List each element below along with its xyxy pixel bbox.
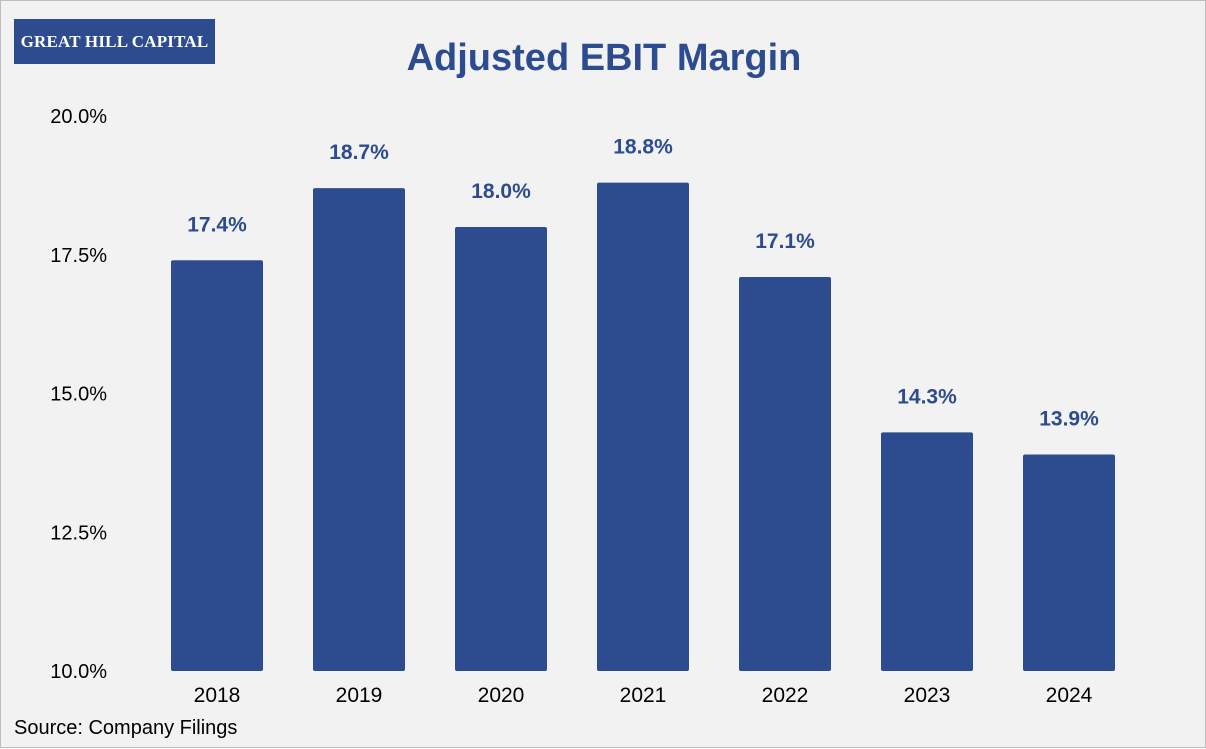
source-note: Source: Company Filings <box>14 717 238 739</box>
y-tick-label: 12.5% <box>50 522 107 544</box>
x-tick-label-2018: 2018 <box>194 684 241 707</box>
x-tick-label-2022: 2022 <box>762 684 809 707</box>
bar-2019 <box>313 188 405 671</box>
bar-2021 <box>597 182 689 671</box>
x-tick-label-2019: 2019 <box>336 684 383 707</box>
x-tick-label-2024: 2024 <box>1046 684 1093 707</box>
data-label-2024: 13.9% <box>1039 408 1099 431</box>
logo: GREAT HILL CAPITAL <box>14 19 215 64</box>
bar-2018 <box>171 260 263 671</box>
bar-2022 <box>739 276 831 671</box>
data-label-2018: 17.4% <box>187 213 247 236</box>
data-label-2019: 18.7% <box>329 141 389 164</box>
data-label-2021: 18.8% <box>613 136 673 159</box>
y-tick-label: 10.0% <box>50 661 107 683</box>
chart-title: Adjusted EBIT Margin <box>406 37 802 79</box>
y-tick-label: 15.0% <box>50 384 107 406</box>
data-label-2023: 14.3% <box>897 385 957 408</box>
x-tick-label-2023: 2023 <box>904 684 951 707</box>
y-tick-label: 17.5% <box>50 245 107 267</box>
x-tick-label-2020: 2020 <box>478 684 525 707</box>
x-tick-label-2021: 2021 <box>620 684 667 707</box>
bar-2024 <box>1023 454 1115 671</box>
bar-2023 <box>881 432 973 671</box>
data-label-2020: 18.0% <box>471 180 531 203</box>
y-tick-label: 20.0% <box>50 106 107 128</box>
data-label-2022: 17.1% <box>755 230 815 253</box>
bar-2020 <box>455 227 547 671</box>
